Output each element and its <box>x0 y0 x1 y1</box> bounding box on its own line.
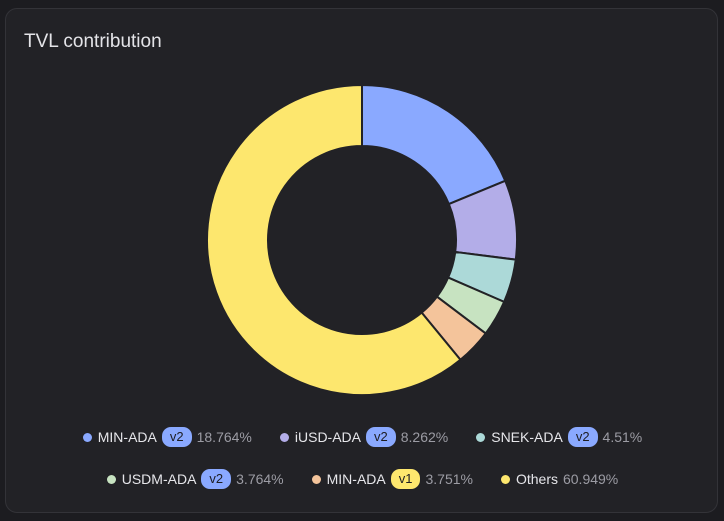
legend-item[interactable]: MIN-ADA v1 3.751% <box>312 469 473 489</box>
version-badge: v2 <box>366 427 396 447</box>
legend-percent: 3.751% <box>425 471 472 487</box>
legend-label: SNEK-ADA <box>491 429 563 445</box>
legend-item[interactable]: Others 60.949% <box>501 469 618 489</box>
legend-percent: 8.262% <box>401 429 448 445</box>
legend-dot-icon <box>501 475 510 484</box>
legend-item[interactable]: iUSD-ADA v2 8.262% <box>280 427 448 447</box>
version-badge: v1 <box>391 469 421 489</box>
legend-row-2: USDM-ADA v2 3.764% MIN-ADA v1 3.751% Others 60.… <box>6 469 719 489</box>
legend-dot-icon <box>476 433 485 442</box>
legend-percent: 60.949% <box>563 471 618 487</box>
legend-item[interactable]: MIN-ADA v2 18.764% <box>83 427 252 447</box>
donut-slice-0[interactable] <box>362 85 505 204</box>
legend-dot-icon <box>280 433 289 442</box>
legend-item[interactable]: USDM-ADA v2 3.764% <box>107 469 284 489</box>
legend-dot-icon <box>312 475 321 484</box>
tvl-card: TVL contribution MIN-ADA v2 18.764% iUSD-AD… <box>5 8 718 513</box>
legend-row-1: MIN-ADA v2 18.764% iUSD-ADA v2 8.262% SNEK-ADA… <box>6 427 719 447</box>
legend-label: MIN-ADA <box>98 429 157 445</box>
legend-dot-icon <box>107 475 116 484</box>
version-badge: v2 <box>568 427 598 447</box>
legend-label: USDM-ADA <box>122 471 197 487</box>
legend-percent: 18.764% <box>197 429 252 445</box>
legend-dot-icon <box>83 433 92 442</box>
legend-item[interactable]: SNEK-ADA v2 4.51% <box>476 427 642 447</box>
legend-label: Others <box>516 471 558 487</box>
legend-label: iUSD-ADA <box>295 429 361 445</box>
version-badge: v2 <box>201 469 231 489</box>
legend-percent: 3.764% <box>236 471 283 487</box>
legend-label: MIN-ADA <box>327 471 386 487</box>
version-badge: v2 <box>162 427 192 447</box>
legend-percent: 4.51% <box>603 429 643 445</box>
donut-chart <box>6 9 719 429</box>
